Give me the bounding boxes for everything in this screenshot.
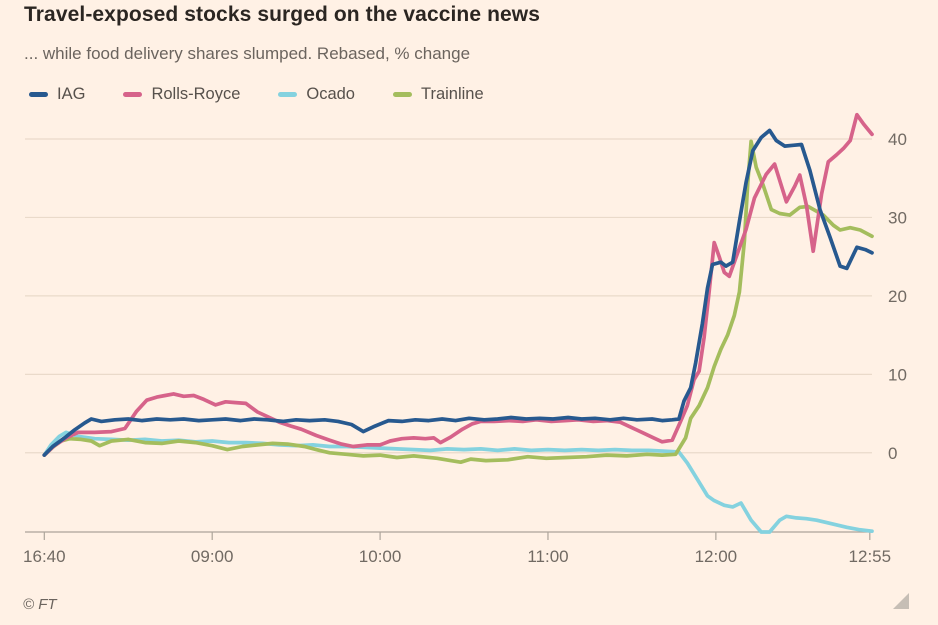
legend-label-trainline: Trainline	[421, 85, 484, 103]
page-title: Travel-exposed stocks surged on the vacc…	[24, 3, 540, 26]
x-axis-label: 12:00	[695, 547, 738, 566]
series-line-rolls-royce	[42, 112, 874, 457]
y-axis-label: 40	[888, 130, 907, 149]
legend-label-rolls-royce: Rolls-Royce	[151, 85, 241, 103]
legend-item-ocado: Ocado	[278, 85, 355, 104]
legend-label-iag: IAG	[57, 85, 86, 103]
ocado-line-swatch-icon	[278, 92, 298, 97]
chart-legend: IAG Rolls-Royce Ocado Trainline	[29, 85, 484, 104]
y-axis-label: 10	[888, 365, 907, 384]
legend-item-rolls-royce: Rolls-Royce	[123, 85, 240, 104]
ft-copyright: © FT	[23, 596, 57, 613]
y-axis-label: 30	[888, 208, 907, 227]
legend-label-ocado: Ocado	[306, 85, 355, 103]
legend-item-trainline: Trainline	[393, 85, 484, 104]
iag-line-swatch-icon	[29, 92, 48, 97]
y-axis-label: 20	[888, 287, 907, 306]
series-line-trainline	[42, 139, 874, 465]
x-axis-label: 16:40	[23, 547, 66, 566]
x-axis-label: 09:00	[191, 547, 234, 566]
series-line-iag	[42, 128, 874, 457]
resize-corner-icon	[893, 593, 909, 609]
x-axis-label: 12:55	[849, 547, 892, 566]
chart-subtitle: ... while food delivery shares slumped. …	[24, 44, 471, 63]
rolls-royce-line-swatch-icon	[123, 92, 143, 97]
series-line-ocado	[42, 430, 874, 534]
x-axis-label: 10:00	[359, 547, 402, 566]
x-axis-label: 11:00	[527, 547, 568, 566]
legend-item-iag: IAG	[29, 85, 85, 104]
y-axis-label: 0	[888, 444, 897, 463]
trainline-line-swatch-icon	[393, 92, 412, 97]
